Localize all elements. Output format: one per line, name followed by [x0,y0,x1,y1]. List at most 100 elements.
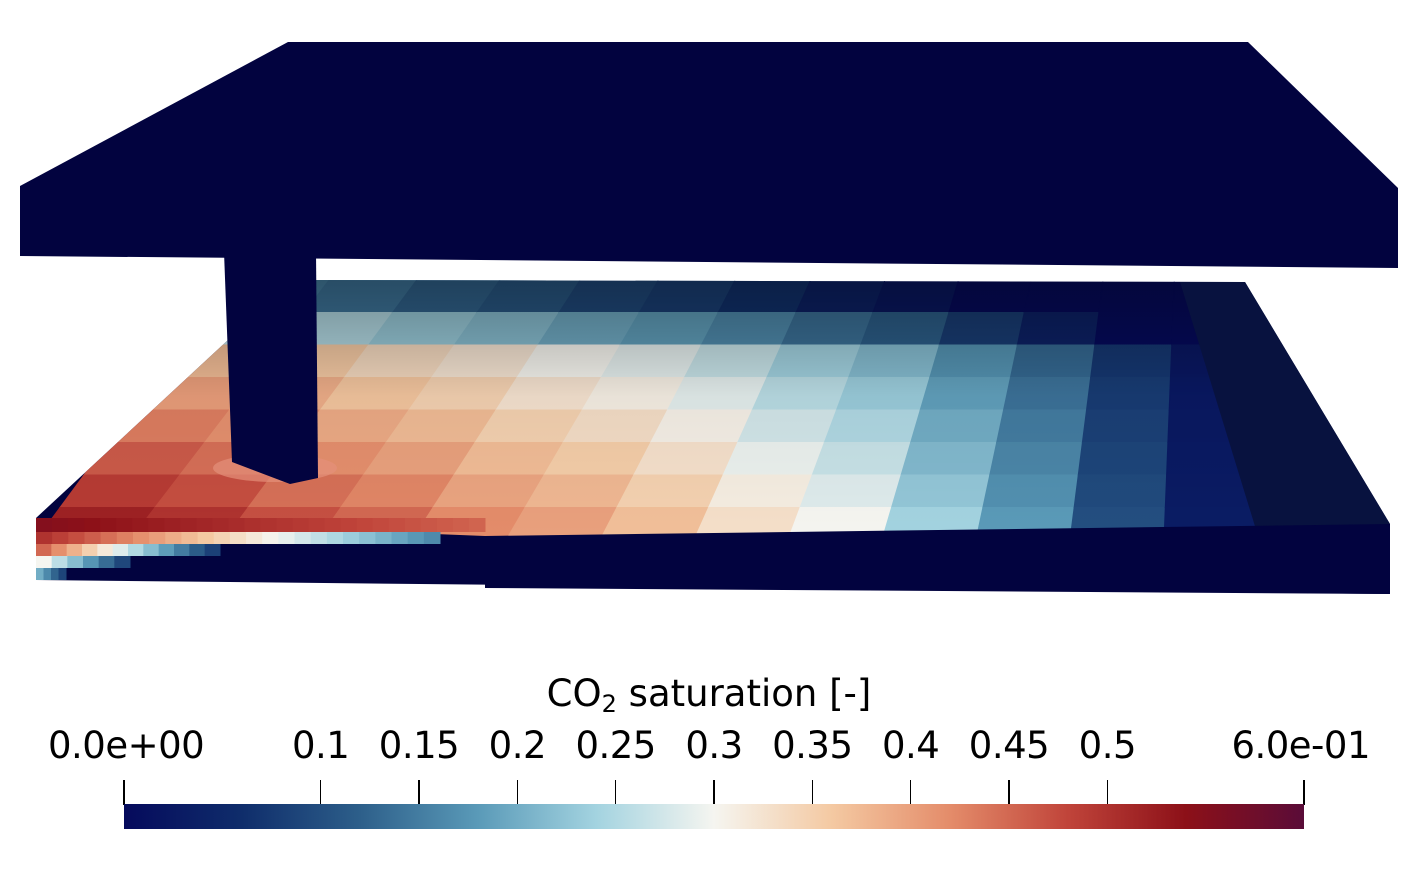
edge-cell [468,518,486,532]
edge-cell [58,568,67,580]
edge-cell [197,532,215,544]
edge-cell [67,556,84,568]
edge-cell [36,568,44,580]
edge-cell [149,532,166,544]
edge-cell [388,518,406,532]
edge-cell [340,518,358,532]
edge-cell [213,532,231,544]
colorbar-tick-label: 0.4 [881,724,940,767]
edge-cell [246,532,263,544]
edge-cell [52,532,69,544]
edge-cell [132,532,150,544]
edge-cell [68,532,85,544]
colorbar-tick-mark [319,780,322,805]
edge-cell [36,518,53,532]
edge-cell [343,532,360,544]
edge-cell [407,532,425,544]
edge-cell [260,518,278,532]
edge-cell [82,544,98,556]
edge-cell [116,532,134,544]
edge-cell [326,532,344,544]
edge-cell [116,518,133,532]
edge-cell [262,532,279,544]
edge-cell [375,532,393,544]
colorbar-tick-mark [123,780,125,805]
edge-cell [100,518,117,532]
edge-cell [324,518,342,532]
edge-cell [308,518,326,532]
edge-cell [36,556,53,568]
edge-cell [228,518,245,532]
injection-well-column [213,252,337,484]
edge-cell [229,532,247,544]
edge-cell [436,518,454,532]
edge-cell [174,544,190,556]
edge-cell [196,518,213,532]
colorbar-title: CO2 saturation [-] [546,672,872,718]
colorbar-tick-label: 0.15 [378,724,460,767]
plume-front-edge [36,518,486,580]
edge-cell [165,532,182,544]
colorbar-tick-label: 0.25 [575,724,656,767]
edge-cell [84,532,102,544]
edge-cell [100,532,118,544]
edge-cell [158,544,175,556]
upper-caprock-slab [20,42,1398,268]
edge-cell [204,544,221,556]
colorbar-tick-mark [1008,780,1010,805]
edge-cell [189,544,206,556]
edge-cell [148,518,165,532]
edge-cell [212,518,229,532]
edge-cell [51,568,59,580]
edge-cell [244,518,261,532]
colorbar-gradient [124,804,1304,829]
colorbar-tick-label: 0.35 [772,724,853,767]
edge-cell [51,544,68,556]
edge-cell [420,518,438,532]
edge-cell [114,556,131,568]
colorbar-tick-mark [909,780,912,805]
edge-cell [36,544,52,556]
edge-cell [310,532,328,544]
edge-cell [404,518,422,532]
edge-cell [66,544,83,556]
edge-cell [452,518,470,532]
edge-cell [294,532,312,544]
edge-cell [278,532,296,544]
lower-reservoir-slab [36,280,1390,594]
edge-cell [372,518,390,532]
edge-cell [97,544,114,556]
edge-cell [36,532,53,544]
edge-cell [52,518,69,532]
colorbar-tick-label: 0.2 [488,724,547,767]
colorbar-tick-mark [1106,780,1109,805]
edge-cell [181,532,199,544]
colorbar-tick-label: 0.1 [291,724,350,767]
edge-cell [292,518,310,532]
colorbar-tick-label: 0.45 [968,724,1050,767]
edge-cell [112,544,129,556]
colorbar-max-label: 6.0e-01 [1231,724,1370,767]
edge-cell [51,556,68,568]
colorbar-tick-label: 0.5 [1078,724,1137,767]
edge-cell [132,518,149,532]
edge-cell [276,518,294,532]
edge-cell [43,568,52,580]
edge-cell [359,532,376,544]
colorbar-tick-label: 0.3 [685,724,743,767]
colorbar-tick-mark [1303,780,1305,805]
colorbar-tick-mark [614,780,617,805]
edge-cell [356,518,374,532]
saturation-3d-view [20,42,1398,594]
edge-cell [128,544,144,556]
edge-cell [423,532,441,544]
colorbar-tick-mark [713,780,715,805]
edge-cell [164,518,181,532]
edge-cell [180,518,197,532]
edge-cell [83,556,100,568]
edge-cell [68,518,85,532]
colorbar-tick-mark [811,780,814,805]
edge-cell [143,544,160,556]
colorbar-min-label: 0.0e+00 [48,724,205,767]
edge-cell [98,556,115,568]
